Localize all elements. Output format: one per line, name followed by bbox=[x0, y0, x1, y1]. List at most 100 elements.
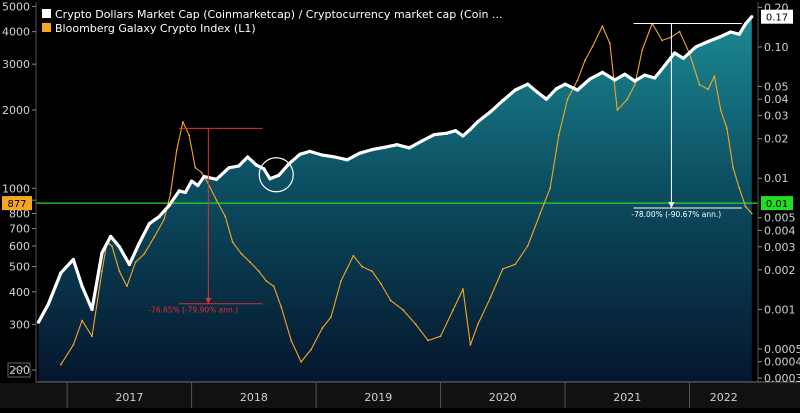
data-point-crypto-dollars bbox=[476, 119, 480, 124]
data-point-crypto-dollars bbox=[544, 97, 548, 101]
data-point-crypto-dollars bbox=[468, 127, 473, 131]
data-point-crypto-dollars bbox=[643, 73, 647, 77]
legend-label-white: Crypto Dollars Market Cap (Coinmarketcap… bbox=[55, 8, 502, 21]
data-point-crypto-dollars bbox=[71, 257, 75, 262]
chart-type-icon[interactable] bbox=[7, 362, 31, 378]
data-point-galaxy-index bbox=[489, 296, 492, 299]
data-point-galaxy-index bbox=[379, 282, 382, 285]
data-point-galaxy-index bbox=[249, 261, 252, 264]
data-point-galaxy-index bbox=[194, 166, 197, 169]
data-point-galaxy-index bbox=[750, 212, 753, 215]
data-point-crypto-dollars bbox=[370, 148, 374, 152]
data-point-crypto-dollars bbox=[183, 190, 187, 194]
left-tick-label: 300 bbox=[9, 318, 30, 331]
data-point-galaxy-index bbox=[557, 134, 560, 137]
data-point-galaxy-index bbox=[402, 309, 405, 312]
data-point-galaxy-index bbox=[231, 241, 234, 244]
data-point-galaxy-index bbox=[427, 339, 430, 342]
data-point-crypto-dollars bbox=[743, 22, 748, 26]
data-point-crypto-dollars bbox=[254, 163, 258, 167]
data-point-crypto-dollars bbox=[588, 77, 592, 81]
data-point-crypto-dollars bbox=[694, 45, 698, 49]
left-tick-label: 400 bbox=[9, 286, 30, 299]
data-point-galaxy-index bbox=[633, 83, 636, 86]
legend-label-orange: Bloomberg Galaxy Crypto Index (L1) bbox=[55, 22, 256, 35]
left-tick-label: 4000 bbox=[2, 26, 30, 39]
data-point-galaxy-index bbox=[340, 280, 342, 282]
data-point-galaxy-index bbox=[549, 187, 552, 190]
right-tick-label: 0.001 bbox=[764, 303, 796, 316]
data-point-crypto-dollars bbox=[461, 134, 465, 138]
data-point-crypto-dollars bbox=[623, 72, 627, 76]
data-point-crypto-dollars bbox=[262, 167, 266, 171]
data-point-crypto-dollars bbox=[407, 146, 412, 150]
data-point-crypto-dollars bbox=[80, 284, 84, 288]
right-white-value-tag bbox=[761, 9, 793, 24]
data-point-crypto-dollars bbox=[117, 245, 122, 249]
data-point-galaxy-index bbox=[290, 339, 293, 342]
data-point-crypto-dollars bbox=[488, 110, 492, 114]
right-tick-label: 0.0003 bbox=[764, 372, 800, 385]
data-point-crypto-dollars bbox=[526, 82, 530, 86]
right-white-value-text: 0.17 bbox=[766, 13, 788, 24]
data-point-galaxy-index bbox=[661, 39, 664, 42]
right-tick-label: 0.05 bbox=[764, 80, 789, 93]
data-point-galaxy-index bbox=[300, 361, 303, 363]
left-tick-label: 700 bbox=[9, 223, 30, 236]
data-point-galaxy-index bbox=[678, 30, 681, 33]
right-green-value-tag bbox=[761, 196, 793, 211]
data-point-galaxy-index bbox=[134, 261, 137, 264]
data-point-galaxy-index bbox=[330, 316, 332, 318]
data-point-crypto-dollars bbox=[59, 271, 63, 275]
data-point-crypto-dollars bbox=[202, 174, 206, 179]
data-point-galaxy-index bbox=[371, 270, 374, 273]
data-point-galaxy-index bbox=[514, 263, 517, 266]
data-point-galaxy-index bbox=[501, 267, 504, 270]
data-point-crypto-dollars bbox=[246, 155, 250, 159]
data-point-galaxy-index bbox=[280, 305, 283, 308]
data-point-galaxy-index bbox=[584, 59, 586, 62]
data-point-galaxy-index bbox=[744, 205, 747, 208]
data-point-crypto-dollars bbox=[190, 179, 194, 183]
right-tick-label: 0.004 bbox=[764, 224, 796, 237]
data-point-galaxy-index bbox=[477, 323, 479, 326]
data-point-crypto-dollars bbox=[575, 88, 580, 92]
data-point-crypto-dollars bbox=[90, 307, 94, 312]
right-tick-label: 0.0005 bbox=[764, 343, 800, 356]
data-point-galaxy-index bbox=[591, 45, 594, 48]
x-tick-label: 2018 bbox=[240, 391, 268, 404]
data-point-crypto-dollars bbox=[681, 56, 685, 60]
data-point-crypto-dollars bbox=[227, 166, 231, 170]
right-tick-label: 0.003 bbox=[764, 241, 796, 254]
data-point-galaxy-index bbox=[181, 120, 184, 123]
data-point-galaxy-index bbox=[101, 270, 103, 273]
data-point-galaxy-index bbox=[626, 98, 629, 101]
data-point-crypto-dollars bbox=[358, 151, 362, 155]
data-point-galaxy-index bbox=[118, 270, 121, 273]
data-point-galaxy-index bbox=[163, 218, 166, 221]
data-point-galaxy-index bbox=[240, 252, 243, 255]
data-point-crypto-dollars bbox=[729, 30, 733, 34]
right-tick-label: 0.01 bbox=[764, 172, 789, 185]
annotation-arrowhead bbox=[205, 297, 212, 304]
x-axis-band bbox=[0, 383, 800, 408]
data-point-crypto-dollars bbox=[432, 132, 436, 137]
data-point-crypto-dollars bbox=[737, 32, 741, 36]
data-point-galaxy-index bbox=[469, 343, 472, 346]
data-point-crypto-dollars bbox=[308, 149, 312, 154]
data-point-galaxy-index bbox=[566, 98, 569, 101]
data-point-galaxy-index bbox=[153, 236, 156, 238]
left-tick-label: 5000 bbox=[2, 0, 30, 13]
data-point-crypto-dollars bbox=[663, 64, 667, 68]
x-tick-label: 2021 bbox=[613, 391, 641, 404]
data-point-galaxy-index bbox=[641, 49, 644, 51]
annotation-arrowhead bbox=[668, 201, 675, 208]
data-point-galaxy-index bbox=[707, 88, 710, 91]
data-point-crypto-dollars bbox=[167, 203, 171, 208]
data-point-crypto-dollars bbox=[554, 87, 558, 91]
data-point-crypto-dollars bbox=[719, 34, 723, 39]
data-point-crypto-dollars bbox=[147, 222, 151, 226]
data-point-galaxy-index bbox=[738, 187, 741, 190]
data-point-crypto-dollars bbox=[268, 177, 272, 181]
right-tick-label: 0.10 bbox=[764, 41, 789, 54]
